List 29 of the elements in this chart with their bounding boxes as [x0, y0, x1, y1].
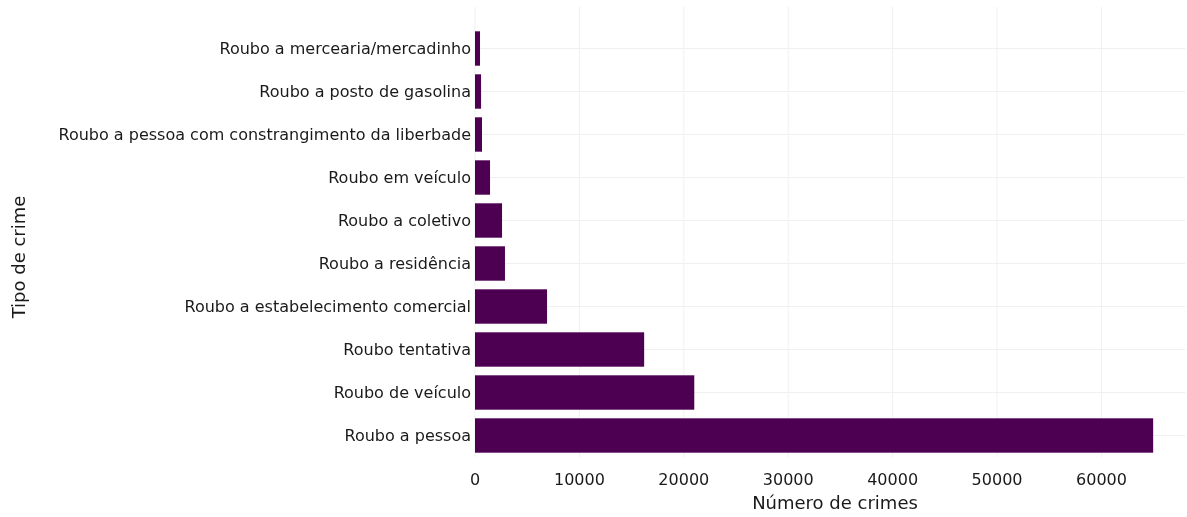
- bar: [475, 160, 491, 195]
- bar: [475, 31, 481, 66]
- y-tick-label: Roubo a coletivo: [337, 211, 471, 230]
- y-tick-label: Roubo a estabelecimento comercial: [184, 297, 471, 316]
- bar: [475, 332, 645, 367]
- y-tick-label: Roubo a pessoa com constrangimento da liberbade: [58, 125, 471, 144]
- bar: [475, 203, 503, 238]
- y-axis-title: Tipo de crime: [8, 195, 29, 320]
- bar: [475, 74, 482, 109]
- y-tick-label: Roubo a posto de gasolina: [259, 82, 471, 101]
- x-tick-label: 20000: [658, 470, 710, 489]
- y-tick-label: Roubo a residência: [318, 254, 471, 273]
- y-tick-label: Roubo a mercearia/mercadinho: [219, 39, 471, 58]
- x-tick-label: 0: [469, 470, 481, 489]
- x-tick-label: 40000: [867, 470, 919, 489]
- y-tick-label: Roubo em veículo: [328, 168, 471, 187]
- bar: [475, 117, 482, 152]
- x-tick-label: 50000: [971, 470, 1023, 489]
- x-axis-title: Número de crimes: [752, 492, 918, 513]
- x-tick-label: 60000: [1076, 470, 1127, 489]
- bar: [475, 375, 695, 410]
- y-tick-label: Roubo de veículo: [333, 383, 471, 402]
- y-tick-label: Roubo tentativa: [343, 340, 471, 359]
- x-tick-label: 10000: [553, 470, 605, 489]
- bar: [475, 246, 505, 281]
- y-tick-label: Roubo a pessoa: [344, 426, 471, 445]
- x-tick-label: 30000: [762, 470, 814, 489]
- bar: [475, 289, 548, 324]
- bar: [475, 418, 1154, 453]
